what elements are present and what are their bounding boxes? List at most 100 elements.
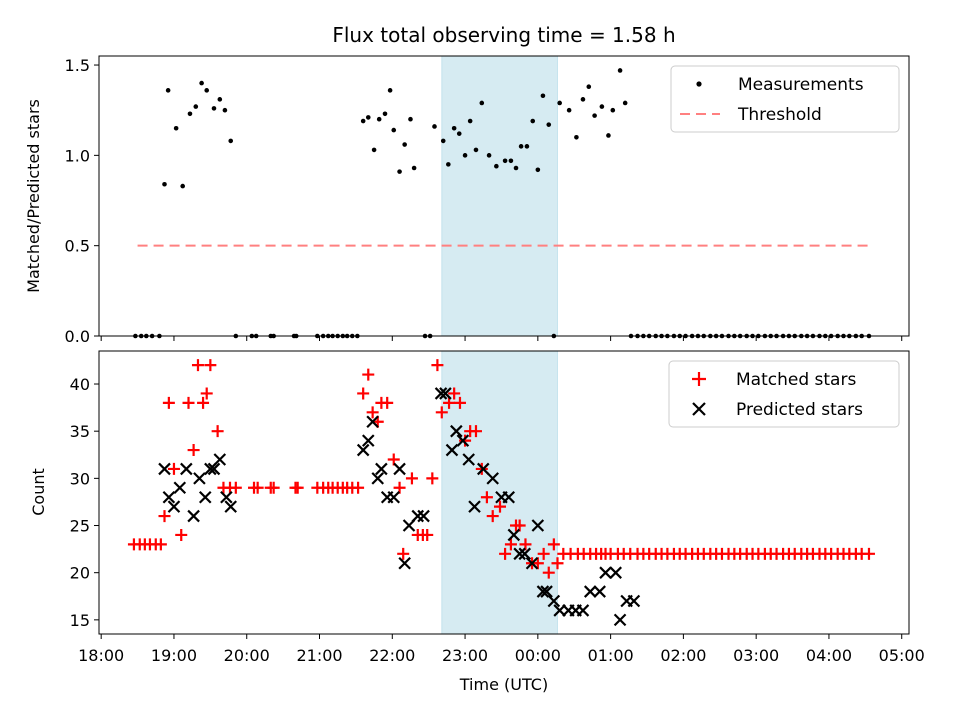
measurement-point: [586, 84, 592, 90]
bottom-y-tick-label: 35: [70, 422, 90, 441]
measurement-point: [440, 138, 446, 144]
predicted-star-point: [213, 453, 227, 466]
bottom-y-tick-label: 25: [70, 517, 90, 536]
matched-star-point: [197, 396, 210, 409]
predicted-star-point: [476, 462, 490, 476]
predicted-star-points: [158, 387, 641, 627]
measurement-point: [222, 107, 228, 113]
matched-star-point: [251, 481, 264, 494]
x-tick-label: 21:00: [296, 646, 342, 665]
matched-star-point: [175, 528, 188, 541]
matched-star-point: [469, 425, 482, 438]
measurement-point: [382, 111, 388, 117]
matched-star-point: [158, 510, 171, 523]
predicted-star-point: [593, 585, 606, 598]
measurement-point: [387, 88, 393, 93]
top-y-tick-label: 1.0: [65, 146, 90, 165]
predicted-star-point: [220, 490, 233, 504]
bottom-y-tick-label: 20: [70, 564, 90, 583]
x-tick-label: 23:00: [442, 646, 488, 665]
matched-star-point: [513, 519, 526, 532]
matched-star-point: [448, 387, 461, 400]
matched-star-point: [551, 557, 564, 570]
matched-star-point: [547, 538, 560, 551]
measurement-point: [494, 163, 499, 169]
x-tick-label: 05:00: [879, 646, 925, 665]
matched-star-point: [542, 566, 555, 579]
measurement-point: [456, 131, 462, 136]
bottom-axes-frame: [98, 350, 910, 635]
bottom-y-ticks: 15 20 25 30 35 40: [70, 375, 99, 630]
predicted-star-point: [417, 509, 430, 523]
predicted-star-point: [576, 604, 590, 617]
x-tick-label: 01:00: [588, 646, 634, 665]
measurement-point: [408, 116, 413, 122]
matched-star-point: [480, 491, 493, 504]
predicted-star-point: [198, 490, 212, 504]
predicted-star-point: [393, 462, 406, 476]
matched-star-point: [397, 547, 410, 560]
top-x-ticks: [100, 336, 903, 341]
predicted-star-point: [375, 462, 388, 476]
legend-matched-marker: [692, 372, 706, 386]
x-axis-label: Time (UTC): [459, 675, 548, 694]
measurement-point: [502, 158, 508, 164]
predicted-star-point: [180, 462, 193, 476]
measurement-point: [180, 183, 185, 189]
matched-star-point: [531, 557, 544, 570]
predicted-star-point: [507, 528, 521, 542]
measurement-point: [432, 124, 437, 129]
predicted-star-point: [173, 481, 187, 495]
measurement-point: [411, 165, 417, 171]
measurement-point: [193, 104, 199, 109]
measurement-point: [535, 167, 541, 173]
matched-star-point: [167, 462, 180, 475]
measurement-point: [513, 165, 519, 171]
predicted-star-point: [224, 500, 238, 513]
measurement-point: [199, 80, 204, 86]
matched-star-point: [504, 538, 517, 551]
measurement-point: [518, 144, 524, 149]
measurement-point: [566, 107, 572, 113]
measurement-point: [606, 133, 611, 138]
measurement-point: [546, 122, 552, 127]
matched-star-point: [486, 510, 499, 523]
matched-star-point: [405, 472, 418, 485]
predicted-star-point: [371, 472, 385, 485]
measurement-point: [391, 127, 397, 133]
predicted-star-point: [204, 462, 217, 476]
predicted-star-point: [207, 462, 221, 476]
predicted-star-point: [193, 472, 206, 485]
predicted-star-point: [434, 387, 448, 400]
top-y-label: Matched/Predicted stars: [24, 99, 43, 293]
matched-star-point: [459, 434, 472, 447]
predicted-star-point: [468, 500, 481, 513]
matched-star-point: [291, 481, 304, 494]
matched-star-point: [493, 500, 506, 513]
legend-measurements-label: Measurements: [738, 75, 864, 95]
matched-star-point: [211, 425, 224, 438]
predicted-star-point: [613, 613, 627, 627]
legend-measurements-marker: [696, 81, 702, 87]
measurement-point: [610, 107, 616, 113]
predicted-star-point: [187, 509, 200, 523]
matched-star-point: [426, 472, 439, 485]
bottom-panel: 15 20 25 30 35 40 18:00 19:00 20:00 21:00 22:00 23…: [29, 350, 925, 694]
measurement-point: [530, 118, 536, 124]
top-axes-frame: [98, 55, 910, 337]
predicted-star-point: [387, 490, 401, 504]
matched-star-points: [127, 359, 875, 579]
measurement-point: [524, 144, 530, 149]
top-y-ticks: 0.0 0.5 1.0 1.5: [65, 56, 99, 346]
measurement-point: [165, 88, 171, 93]
predicted-star-point: [627, 594, 641, 608]
measurement-point: [473, 147, 479, 153]
measurement-point: [467, 118, 473, 124]
bottom-y-tick-label: 15: [70, 611, 90, 630]
bottom-legend: Matched stars Predicted stars: [668, 360, 900, 428]
measurement-point: [402, 142, 407, 147]
measurement-point: [217, 97, 223, 102]
x-tick-label: 04:00: [806, 646, 852, 665]
measurement-point: [580, 97, 586, 102]
